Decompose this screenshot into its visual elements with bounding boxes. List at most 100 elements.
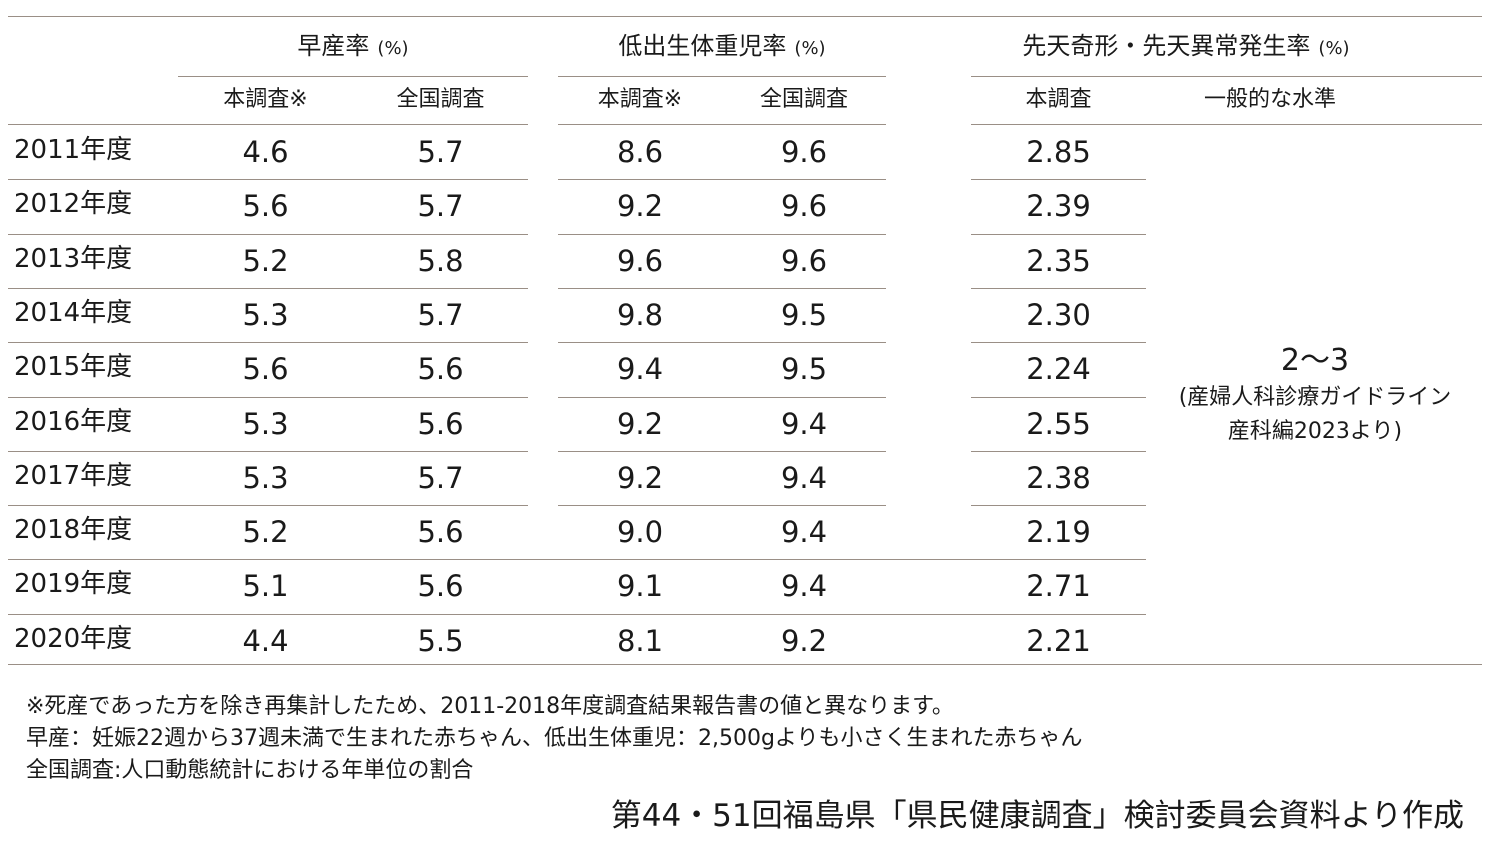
cell-preterm-study: 5.3 [242, 461, 289, 495]
row-divider [558, 397, 886, 398]
source-credit: 第44・51回福島県「県民健康調査」検討委員会資料より作成 [610, 798, 1464, 834]
cell-lbw-study: 9.6 [616, 244, 664, 278]
subheader-rule-right [971, 124, 1482, 125]
subheader-rule-left [8, 124, 528, 125]
header-congenital-anomaly: 先天奇形・先天異常発生率 (%) [971, 28, 1401, 64]
note-recalculation: ※死産であった方を除き再集計したため、2011-2018年度調査結果報告書の値と… [26, 694, 954, 719]
row-divider [8, 397, 528, 398]
row-year-label: 2019年度 [14, 569, 133, 599]
cell-lbw-study: 9.1 [616, 569, 664, 603]
cell-lbw-national: 9.5 [780, 352, 828, 386]
cell-anomaly-study: 2.55 [1026, 407, 1091, 441]
subheader-general-level: 一般的な水準 [1203, 87, 1336, 112]
general-level-source-1: (産婦人科診療ガイドライン [1178, 385, 1452, 410]
header-preterm-title: 早産率 [297, 32, 370, 60]
row-year-label: 2017年度 [14, 461, 133, 491]
cell-lbw-national: 9.6 [780, 244, 828, 278]
cell-anomaly-study: 2.35 [1026, 244, 1091, 278]
subheader-preterm-national: 全国調査 [396, 87, 485, 112]
cell-lbw-national: 9.5 [780, 298, 828, 332]
cell-preterm-study: 5.6 [242, 189, 289, 223]
subheader-lbw-national: 全国調査 [759, 87, 848, 112]
row-divider [558, 451, 886, 452]
cell-anomaly-study: 2.24 [1026, 352, 1091, 386]
row-divider [8, 342, 528, 343]
header-anomaly-title: 先天奇形・先天異常発生率 [1022, 32, 1311, 60]
cell-preterm-study: 5.2 [242, 515, 289, 549]
cell-lbw-study: 8.1 [616, 624, 664, 658]
row-divider [971, 288, 1146, 289]
cell-anomaly-study: 2.38 [1026, 461, 1091, 495]
cell-anomaly-study: 2.30 [1026, 298, 1091, 332]
cell-lbw-national: 9.2 [780, 624, 828, 658]
general-level-source-2: 産科編2023より) [1227, 419, 1403, 444]
anomaly-group-rule [971, 76, 1482, 77]
cell-lbw-study: 9.4 [616, 352, 664, 386]
note-definitions: 早産：妊娠22週から37週未満で生まれた赤ちゃん、低出生体重児：2,500gより… [26, 726, 1083, 751]
row-year-label: 2011年度 [14, 135, 133, 165]
cell-anomaly-study: 2.19 [1026, 515, 1091, 549]
bottom-rule [8, 664, 1482, 665]
cell-preterm-study: 5.6 [242, 352, 289, 386]
cell-preterm-national: 5.6 [417, 407, 464, 441]
cell-preterm-study: 5.3 [242, 407, 289, 441]
cell-preterm-national: 5.7 [417, 135, 464, 169]
general-level-value: 2～3 [1280, 343, 1350, 378]
row-year-label: 2018年度 [14, 515, 133, 545]
cell-lbw-study: 8.6 [616, 135, 664, 169]
row-year-label: 2012年度 [14, 189, 133, 219]
cell-preterm-national: 5.7 [417, 461, 464, 495]
row-divider [971, 505, 1146, 506]
row-year-label: 2016年度 [14, 407, 133, 437]
row-year-label: 2013年度 [14, 244, 133, 274]
cell-anomaly-study: 2.71 [1026, 569, 1091, 603]
row-divider [558, 288, 886, 289]
subheader-lbw-study: 本調査※ [597, 87, 683, 112]
cell-lbw-study: 9.2 [616, 461, 664, 495]
cell-anomaly-study: 2.21 [1026, 624, 1091, 658]
subheader-preterm-study: 本調査※ [223, 87, 308, 112]
cell-lbw-national: 9.4 [780, 461, 828, 495]
header-preterm-unit: (%) [377, 38, 409, 59]
cell-lbw-national: 9.6 [780, 189, 828, 223]
cell-lbw-national: 9.6 [780, 135, 828, 169]
cell-preterm-study: 5.1 [242, 569, 289, 603]
cell-preterm-study: 5.2 [242, 244, 289, 278]
row-divider [971, 397, 1146, 398]
cell-lbw-study: 9.2 [616, 189, 664, 223]
row-divider [558, 342, 886, 343]
cell-preterm-national: 5.6 [417, 352, 464, 386]
preterm-group-rule [178, 76, 528, 77]
row-divider [8, 179, 528, 180]
cell-preterm-study: 5.3 [242, 298, 289, 332]
row-divider [971, 234, 1146, 235]
lbw-group-rule [558, 76, 886, 77]
cell-lbw-national: 9.4 [780, 407, 828, 441]
header-anomaly-unit: (%) [1318, 38, 1350, 59]
row-year-label: 2020年度 [14, 624, 133, 654]
row-divider [8, 559, 1146, 560]
cell-preterm-national: 5.6 [417, 569, 464, 603]
row-divider [971, 342, 1146, 343]
row-divider [971, 451, 1146, 452]
cell-preterm-national: 5.5 [417, 624, 464, 658]
cell-lbw-study: 9.0 [616, 515, 664, 549]
cell-lbw-study: 9.2 [616, 407, 664, 441]
row-divider [8, 288, 528, 289]
row-year-label: 2015年度 [14, 352, 133, 382]
cell-anomaly-study: 2.39 [1026, 189, 1091, 223]
row-year-label: 2014年度 [14, 298, 133, 328]
row-divider [971, 179, 1146, 180]
row-divider [558, 505, 886, 506]
note-national-survey: 全国調査:人口動態統計における年単位の割合 [26, 758, 474, 783]
row-divider [8, 451, 528, 452]
header-low-birth-weight: 低出生体重児率 (%) [558, 28, 886, 64]
row-divider [8, 234, 528, 235]
cell-lbw-national: 9.4 [780, 515, 828, 549]
cell-preterm-study: 4.6 [242, 135, 289, 169]
cell-preterm-national: 5.8 [417, 244, 464, 278]
row-divider [8, 614, 1146, 615]
cell-lbw-national: 9.4 [780, 569, 828, 603]
header-preterm: 早産率 (%) [178, 28, 528, 64]
header-lbw-unit: (%) [794, 38, 826, 59]
